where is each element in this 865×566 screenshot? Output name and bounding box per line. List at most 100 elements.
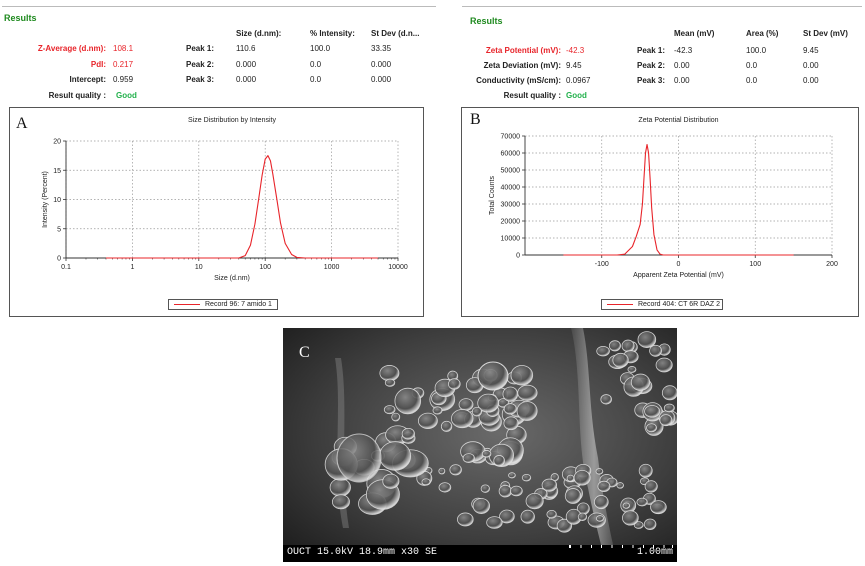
- sem-particle: [471, 406, 483, 417]
- y-tick-label: 40000: [501, 185, 521, 192]
- y-tick-label: 60000: [501, 151, 521, 158]
- sem-particle: [503, 403, 517, 415]
- sem-particle: [596, 515, 604, 522]
- sem-particle: [546, 510, 557, 519]
- size-peak2-intensity: 0.0: [310, 60, 322, 69]
- size-results-title: Results: [4, 13, 37, 23]
- zeta-quality-label: Result quality :: [503, 91, 561, 100]
- zeta-peak3-mean: 0.00: [674, 76, 690, 85]
- y-tick-label: 30000: [501, 202, 521, 209]
- x-axis-label: Apparent Zeta Potential (mV): [633, 272, 724, 279]
- size-peak3-stdev: 0.000: [371, 75, 392, 84]
- sem-particle: [448, 378, 461, 390]
- size-peak2-label: Peak 2:: [186, 60, 215, 69]
- sem-particle: [577, 512, 588, 521]
- legend-series-name: Record 96: 7 amido 1: [205, 301, 272, 308]
- sem-particle: [502, 386, 519, 402]
- sem-particle: [637, 331, 657, 348]
- zeta-potential-chart: Zeta Potential Distribution -100 0 100 200 0 1…: [489, 117, 838, 279]
- sem-particle: [379, 365, 400, 382]
- sem-particle: [394, 387, 422, 415]
- sem-particle: [457, 512, 474, 527]
- sem-particle: [633, 521, 644, 529]
- sem-particle: [438, 467, 446, 475]
- legend-series-name: Record 404: CT 6R DAZ 2: [638, 301, 720, 308]
- zeta-col-header-area: Area (%): [746, 29, 779, 38]
- zeta-deviation-label: Zeta Deviation (mV):: [483, 61, 561, 70]
- sem-particle: [432, 406, 443, 415]
- sem-particle: [508, 472, 516, 479]
- zeta-peak2-area: 0.0: [746, 61, 758, 70]
- y-tick-label: 0: [57, 256, 61, 263]
- sem-particle: [477, 393, 500, 413]
- z-average-label: Z-Average (d.nm):: [37, 44, 106, 53]
- sem-particle: [421, 478, 431, 486]
- intercept-value: 0.959: [113, 75, 134, 84]
- sem-particle: [498, 484, 512, 498]
- sem-info-text: OUCT 15.0kV 18.9mm x30 SE: [287, 547, 438, 558]
- size-chart-legend: Record 96: 7 amido 1: [168, 299, 278, 310]
- panel-label-b: B: [470, 111, 481, 128]
- sem-particle: [659, 414, 673, 427]
- sem-particle: [646, 423, 657, 433]
- zeta-peak3-stdev: 0.00: [803, 76, 819, 85]
- sem-particle: [556, 518, 573, 533]
- pdi-value: 0.217: [113, 60, 134, 69]
- x-tick-label: 0.1: [61, 264, 71, 271]
- zeta-col-header-mean: Mean (mV): [674, 29, 715, 38]
- scale-bar: [569, 545, 673, 548]
- y-tick-label: 20000: [501, 219, 521, 226]
- sem-particle: [384, 378, 396, 387]
- sem-particle: [627, 366, 637, 373]
- zeta-results-title: Results: [470, 16, 503, 26]
- size-distribution-panel: Size Distribution by Intensity 0.1 1 10 100 1…: [9, 107, 424, 317]
- sem-particle: [622, 502, 630, 509]
- sem-particle: [595, 468, 604, 475]
- size-col-header-size: Size (d.nm):: [236, 29, 282, 38]
- zeta-potential-value: -42.3: [566, 46, 585, 55]
- sem-particle: [517, 384, 538, 401]
- sem-particle: [644, 405, 661, 418]
- sem-particle: [541, 478, 558, 492]
- sem-particle: [573, 469, 591, 486]
- size-peak1-stdev: 33.35: [371, 44, 392, 53]
- sem-particle: [451, 409, 474, 429]
- sem-particle: [520, 509, 535, 524]
- zeta-peak2-label: Peak 2:: [637, 61, 666, 70]
- sem-particle: [477, 361, 509, 391]
- sem-particle: [382, 473, 400, 489]
- zeta-peak1-label: Peak 1:: [637, 46, 666, 55]
- sem-particle: [480, 484, 490, 493]
- sem-particle: [661, 385, 677, 401]
- y-tick-label: 10000: [501, 236, 521, 243]
- sem-particles: [324, 331, 677, 533]
- sem-particle: [331, 494, 350, 510]
- conductivity-value: 0.0967: [566, 76, 591, 85]
- sem-particle: [510, 365, 534, 386]
- zeta-col-header-stdev: St Dev (mV): [803, 29, 848, 38]
- zeta-peak3-label: Peak 3:: [637, 76, 666, 85]
- y-tick-label: 0: [516, 253, 520, 260]
- sem-particle: [462, 453, 475, 464]
- sem-particle: [417, 412, 438, 429]
- sem-particle: [616, 482, 624, 489]
- x-tick-label: 10000: [388, 264, 408, 271]
- sem-particle: [594, 495, 609, 510]
- intercept-label: Intercept:: [69, 75, 106, 84]
- sem-particle: [597, 480, 611, 492]
- size-peak2-stdev: 0.000: [371, 60, 392, 69]
- sem-particle: [612, 352, 629, 368]
- sem-particle: [655, 357, 673, 373]
- size-quality-label: Result quality :: [48, 91, 106, 100]
- sem-particle: [379, 441, 412, 471]
- sem-particle: [525, 493, 544, 510]
- zeta-potential-label: Zeta Potential (mV):: [485, 46, 561, 55]
- sem-particle: [650, 500, 667, 515]
- sem-ridge: [571, 328, 617, 562]
- size-peak1-label: Peak 1:: [186, 44, 215, 53]
- sem-particle: [336, 433, 382, 483]
- zeta-potential-panel: Zeta Potential Distribution -100 0 100 200 0 1…: [461, 107, 859, 317]
- sem-particle: [383, 405, 396, 415]
- zeta-peak3-area: 0.0: [746, 76, 758, 85]
